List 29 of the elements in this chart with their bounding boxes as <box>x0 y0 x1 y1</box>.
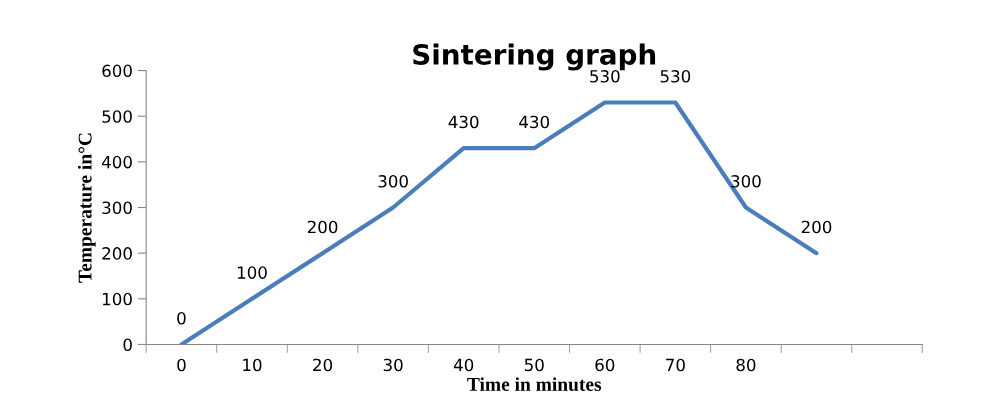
x-axis-title: Time in minutes <box>467 377 602 391</box>
data-label: 430 <box>519 115 550 129</box>
data-label: 100 <box>237 266 267 279</box>
chart-title: Sintering graph <box>413 43 656 71</box>
data-label: 300 <box>731 175 761 188</box>
y-tick-label: 0 <box>123 338 132 352</box>
y-tick-label: 500 <box>102 110 132 123</box>
data-label: 530 <box>660 70 691 83</box>
x-tick-label: 40 <box>453 358 474 372</box>
y-axis-title: Temperature in°C <box>77 133 96 283</box>
data-label: 530 <box>590 70 620 83</box>
x-tick-label: 10 <box>243 358 262 372</box>
x-tick-label: 30 <box>383 358 403 372</box>
y-tick-label: 100 <box>102 292 132 306</box>
y-tick-label: 600 <box>102 64 132 78</box>
data-label: 200 <box>801 220 832 234</box>
data-label: 430 <box>448 115 479 129</box>
y-tick-label: 200 <box>102 247 132 260</box>
x-tick-label: 60 <box>595 358 615 372</box>
x-tick-label: 20 <box>313 358 333 372</box>
y-tick-label: 400 <box>101 155 132 169</box>
x-tick-label: 80 <box>736 358 756 372</box>
data-label: 300 <box>378 175 408 188</box>
x-tick-label: 70 <box>666 358 685 372</box>
y-tick-label: 300 <box>102 201 132 215</box>
x-tick-label: 0 <box>177 358 186 372</box>
x-tick-label: 50 <box>524 358 544 372</box>
data-label: 0 <box>177 311 186 325</box>
data-label: 200 <box>307 220 338 234</box>
